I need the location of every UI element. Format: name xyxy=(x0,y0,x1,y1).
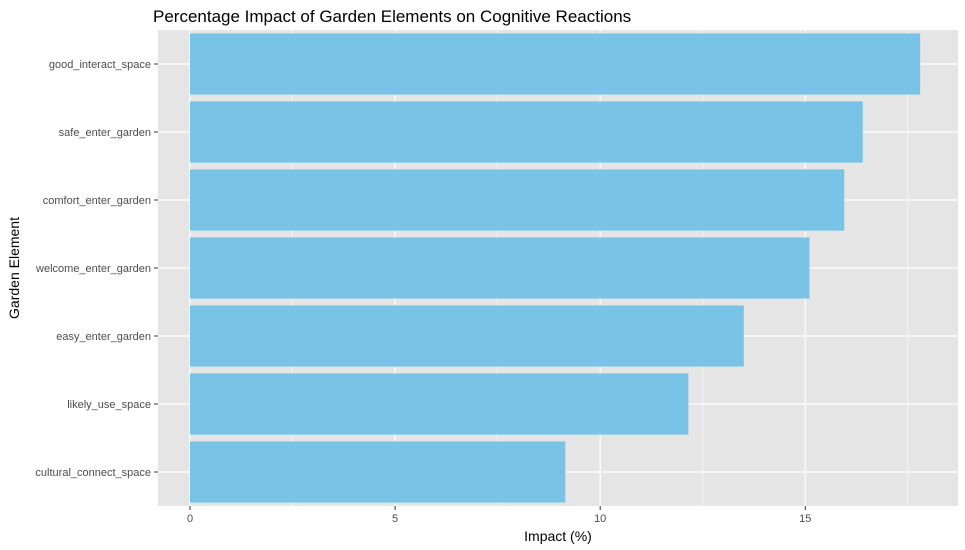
x-axis: 0 5 10 15 xyxy=(187,506,811,525)
bar-welcome-enter-garden xyxy=(190,237,810,299)
y-tick-label: good_interact_space xyxy=(49,59,151,71)
y-tick-label: comfort_enter_garden xyxy=(43,195,151,207)
bar-cultural-connect-space xyxy=(190,441,566,503)
bar-easy-enter-garden xyxy=(190,305,744,367)
y-axis-title: Garden Element xyxy=(6,217,22,319)
x-tick-label: 10 xyxy=(594,513,606,525)
x-tick-label: 15 xyxy=(799,513,811,525)
y-tick-label: safe_enter_garden xyxy=(59,127,151,139)
bar-good-interact-space xyxy=(190,33,921,95)
y-tick-label: likely_use_space xyxy=(67,399,151,411)
y-tick-label: cultural_connect_space xyxy=(35,467,151,479)
bars-group xyxy=(190,33,921,503)
x-axis-title: Impact (%) xyxy=(524,528,592,544)
x-tick-label: 5 xyxy=(392,513,398,525)
y-tick-label: welcome_enter_garden xyxy=(35,263,151,275)
y-axis: good_interact_space safe_enter_gardencomf… xyxy=(35,59,158,479)
bar-comfort-enter-garden xyxy=(190,169,845,231)
bar-likely-use-space xyxy=(190,373,689,435)
bar-safe-enter-garden xyxy=(190,101,863,163)
x-tick-label: 0 xyxy=(187,513,193,525)
chart-title: Percentage Impact of Garden Elements on … xyxy=(153,7,631,26)
y-tick-label: easy_enter_garden xyxy=(56,331,151,343)
